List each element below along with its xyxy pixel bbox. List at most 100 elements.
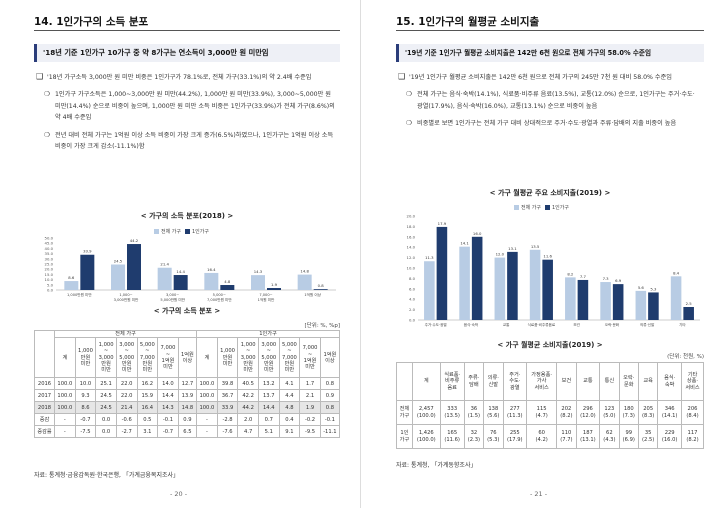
row-label: 2018: [33, 401, 56, 415]
table-cell: 333 (13.5): [439, 400, 465, 425]
column-header: 의류· 신발: [483, 362, 504, 401]
legend-label: 1인가구: [552, 205, 569, 211]
table-cell: 3.1: [136, 425, 159, 439]
x-tick-label: 보건: [573, 322, 580, 327]
table-cell: 100.0: [54, 389, 76, 403]
table-unit: (단위: 천원, %): [667, 354, 704, 360]
table-cell: 123 (5.0): [599, 400, 620, 425]
data-label: 6.9: [615, 278, 622, 283]
table-cell: 2,457 (100.0): [411, 400, 441, 425]
y-tick-label: 15.0: [45, 272, 54, 277]
table-cell: 277 (11.3): [502, 400, 528, 425]
table-cell: -2.7: [115, 425, 138, 439]
data-label: 7.7: [580, 274, 587, 279]
table-title: < 가구 월평균 소비지출(2019) >: [497, 341, 603, 349]
data-label: 33.9: [83, 249, 92, 254]
table-cell: -: [54, 425, 76, 439]
group-header: 전체 가구: [54, 329, 198, 339]
square-bullet-icon: ❑: [36, 72, 44, 81]
bar: [220, 285, 235, 290]
table-cell: 187 (13.1): [575, 424, 601, 449]
bullet-item: ❍ 전체 가구는 음식·숙박(14.1%), 식료품·비주류 음료(13.5%),…: [406, 89, 700, 112]
data-label: 4.8: [224, 279, 231, 284]
y-tick-label: 35.0: [45, 251, 54, 256]
column-header: 1억원 이상: [177, 337, 198, 379]
subtitle-box: '19년 기준 1인가구 월평균 소비지출은 142만 6천 원으로 전체 가구…: [396, 44, 704, 62]
bar: [204, 272, 219, 290]
section-title: 14. 1인가구의 소득 분포: [34, 16, 149, 28]
table-cell: 1,426 (100.0): [411, 424, 441, 449]
table-cell: 13.9: [177, 389, 198, 403]
data-label: 11.3: [425, 255, 434, 260]
table-cell: 4.8: [278, 401, 301, 415]
x-tick-label: 3,000만원 미만: [114, 297, 139, 302]
column-header: 1,000 만원 미만: [216, 337, 239, 379]
bar: [507, 251, 518, 320]
data-label: 12.0: [496, 252, 505, 257]
table-cell: 0.8: [319, 401, 341, 415]
table-cell: 14.4: [157, 389, 179, 403]
table-cell: 13.2: [257, 377, 280, 391]
table-cell: 100.0: [196, 401, 218, 415]
spending-table: 계 식료품· 비주류 음료 주류· 담배 의류· 신발 주거· 수도· 광열 가정용품· 가사 서비스 보건…: [396, 362, 705, 449]
bullet-list: ❑ '18년 가구소득 3,000만 원 미만 비중은 1인가구가 78.1%로,…: [36, 72, 338, 158]
y-tick-label: 2.0: [409, 307, 416, 312]
x-tick-label: 7,000~: [259, 293, 272, 297]
circle-bullet-icon: ❍: [406, 90, 413, 99]
legend-label: 전체 가구: [161, 229, 181, 235]
table-cell: 0.8: [319, 377, 341, 391]
table-cell: -0.1: [157, 413, 179, 427]
column-header: 교육: [637, 362, 659, 401]
bar: [529, 249, 541, 320]
bar: [648, 292, 659, 320]
column-header: 5,000 ~7,000 만원 미만: [136, 337, 159, 379]
y-tick-label: 0.0: [47, 288, 54, 293]
table-cell: 24.5: [95, 401, 117, 415]
table-cell: 76 (5.3): [483, 424, 504, 449]
table-title: < 가구의 소득 분포 >: [153, 307, 221, 315]
table-cell: -: [196, 413, 218, 427]
table-cell: 42.2: [237, 389, 259, 403]
table-cell: 22.0: [115, 377, 138, 391]
table-cell: 138 (5.6): [483, 400, 504, 425]
table-cell: -0.7: [157, 425, 179, 439]
bar: [670, 276, 682, 320]
bullet-item: ❍ 전년 대비 전체 가구는 1억원 이상 소득 비중이 가장 크게 증가(6.5…: [44, 130, 338, 153]
table-cell: 4.4: [278, 389, 301, 403]
bar: [313, 289, 328, 290]
data-label: 1.9: [271, 282, 278, 287]
bullet-text: 전체 가구는 음식·숙박(14.1%), 식료품·비주류 음료(13.5%), …: [417, 91, 695, 110]
x-tick-label: 1억원 이상: [304, 292, 321, 297]
table-cell: 9.1: [278, 425, 301, 439]
column-header: 주류· 담배: [463, 362, 485, 401]
section-rule: [34, 30, 340, 31]
bullet-list: ❑ '19년 1인가구 월평균 소비지출은 142만 6천 원으로 전체 가구의 …: [398, 72, 700, 136]
section-rule: [396, 30, 704, 31]
bar: [577, 279, 589, 320]
table-cell: -2.8: [216, 413, 239, 427]
x-tick-label: 5,000~: [213, 293, 226, 297]
table-cell: 22.0: [115, 389, 138, 403]
bar: [267, 288, 281, 290]
table-cell: -0.7: [74, 413, 97, 427]
y-tick-label: 30.0: [45, 256, 54, 261]
table-cell: -0.2: [299, 413, 321, 427]
table-cell: 24.5: [95, 389, 117, 403]
column-header: 계: [196, 337, 218, 379]
table-cell: 0.0: [95, 425, 117, 439]
table-cell: 14.0: [157, 377, 179, 391]
column-header: 7,000 ~1억원 미만: [157, 337, 179, 379]
table-cell: 117 (8.2): [680, 424, 705, 449]
bullet-text: '18년 가구소득 3,000만 원 미만 비중은 1인가구가 78.1%로, …: [47, 74, 312, 81]
y-tick-label: 4.0: [409, 297, 416, 302]
table-row: 2016 100.0 10.0 25.1 22.0 16.2 14.0 12.7 100.0 39…: [33, 377, 341, 391]
table-row: 2017 100.0 9.3 24.5 22.0 15.9 14.4 13.9 100.0 36.…: [33, 389, 341, 403]
legend-swatch-icon: [545, 205, 550, 210]
bullet-item: ❑ '19년 1인가구 월평균 소비지출은 142만 6천 원으로 전체 가구의 …: [398, 72, 700, 83]
section-title: 15. 1인가구의 월평균 소비지출: [396, 16, 540, 28]
left-page: 14. 1인가구의 소득 분포 '18년 기준 1인가구 10가구 중 약 8가…: [33, 16, 341, 498]
table-cell: 16.2: [136, 377, 159, 391]
column-header: 1,000 ~3,000 만원 미만: [237, 337, 259, 379]
row-label: 2017: [33, 389, 56, 403]
y-tick-label: 8.0: [409, 276, 416, 281]
